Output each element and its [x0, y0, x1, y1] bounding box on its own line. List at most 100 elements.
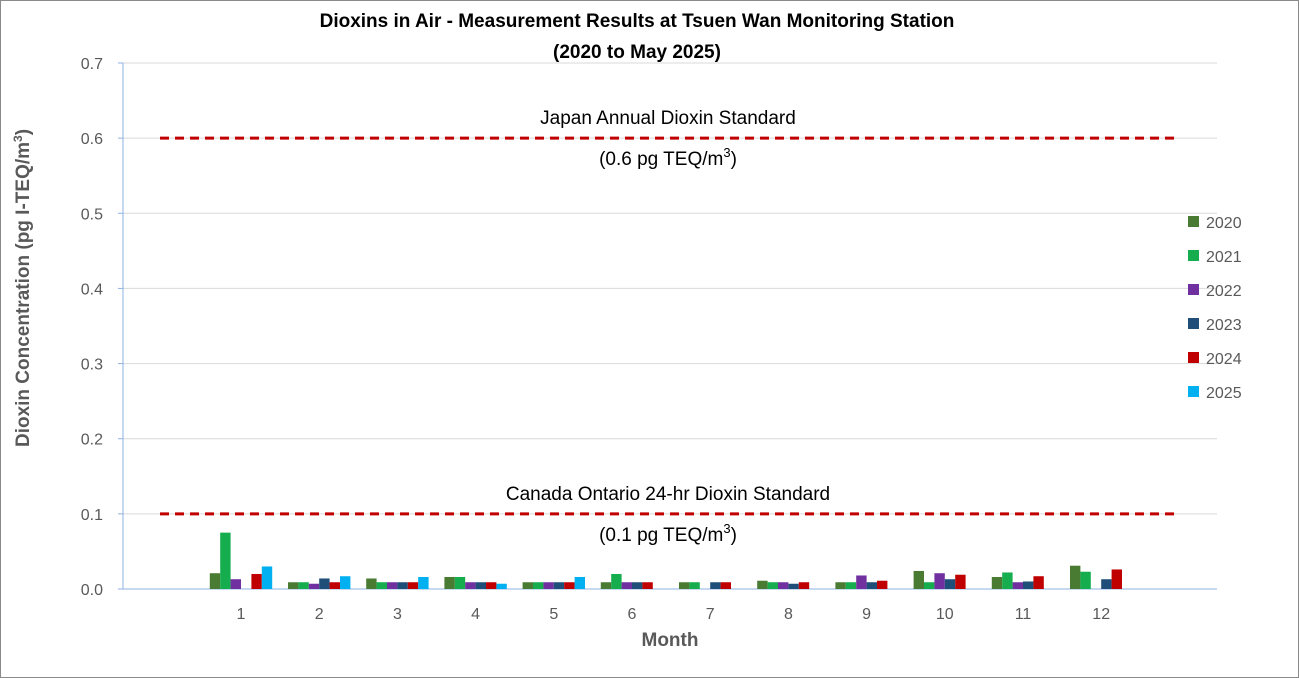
reference-label-1: Canada Ontario 24-hr Dioxin Standard: [506, 484, 830, 505]
bar-2020-month-1: [209, 573, 221, 589]
bar-2023-month-7: [710, 582, 721, 589]
bar-2022-month-2: [308, 583, 320, 589]
chart-title-line1: Dioxins in Air - Measurement Results at …: [320, 11, 955, 32]
bar-2025-month-1: [261, 566, 273, 589]
y-axis-title-end: ): [13, 129, 34, 135]
bar-2022-month-8: [778, 582, 789, 589]
bar-2022-month-3: [387, 582, 398, 589]
bar-2021-month-9: [845, 582, 857, 589]
bar-2023-month-6: [632, 582, 643, 589]
bar-2022-month-1: [230, 579, 241, 589]
x-tick-label: 11: [1015, 606, 1032, 623]
bar-2024-month-8: [798, 582, 810, 589]
bar-2021-month-5: [533, 582, 544, 589]
bar-2024-month-6: [642, 582, 653, 589]
legend-swatch-2025: [1188, 386, 1199, 397]
y-tick-label: 0.7: [81, 56, 103, 73]
bar-2021-month-7: [689, 582, 700, 589]
legend-swatch-2022: [1188, 284, 1199, 295]
bar-2020-month-11: [991, 576, 1003, 589]
bar-2020-month-12: [1070, 565, 1081, 589]
reference-lines: Japan Annual Dioxin Standard (0.6 pg TEQ/…: [160, 108, 1180, 546]
y-tick-label: 0.1: [81, 507, 103, 524]
x-tick-label: 6: [628, 606, 637, 623]
bar-2024-month-3: [407, 582, 419, 589]
legend-label-2021: 2021: [1206, 249, 1242, 266]
chart-title-line2: (2020 to May 2025): [553, 42, 721, 63]
bar-2022-month-6: [621, 582, 632, 589]
y-tick-label: 0.5: [81, 206, 103, 223]
bar-2024-month-9: [877, 580, 888, 589]
reference-label-0: Japan Annual Dioxin Standard: [540, 108, 796, 129]
legend-label-2023: 2023: [1206, 317, 1242, 334]
bar-2023-month-3: [397, 582, 408, 589]
bar-2025-month-2: [340, 576, 351, 589]
bar-2021-month-8: [767, 582, 778, 589]
bar-2024-month-7: [720, 582, 731, 589]
bar-2023-month-10: [944, 579, 956, 589]
bar-2021-month-3: [376, 582, 387, 589]
bar-2021-month-6: [611, 573, 622, 589]
bar-2021-month-2: [298, 582, 309, 589]
bar-2020-month-6: [600, 582, 612, 589]
bar-2020-month-8: [757, 580, 768, 589]
x-tick-label: 1: [237, 606, 246, 623]
bar-2020-month-10: [913, 570, 924, 589]
y-axis-title: Dioxin Concentration (pg I-TEQ/m3): [11, 129, 34, 447]
reference-sublabel-main: (0.1 pg TEQ/m: [599, 525, 723, 546]
bars: [209, 532, 1122, 589]
y-tick-label: 0.2: [81, 432, 103, 449]
bar-2023-month-4: [475, 582, 486, 589]
bar-2021-month-4: [454, 576, 466, 589]
reference-sublabel-end: ): [731, 149, 737, 170]
x-tick-label: 4: [471, 606, 480, 623]
bar-2022-month-11: [1012, 582, 1023, 589]
bar-2023-month-9: [866, 582, 877, 589]
legend-label-2025: 2025: [1206, 385, 1242, 402]
legend: 2020 2021 2022 2023 2024 2025: [1188, 215, 1242, 402]
x-tick-label: 2: [315, 606, 324, 623]
bar-2023-month-12: [1101, 579, 1112, 589]
x-tick-label: 12: [1092, 606, 1110, 623]
bar-2022-month-4: [465, 582, 476, 589]
bar-2024-month-10: [955, 574, 966, 589]
bar-2021-month-11: [1002, 572, 1013, 589]
legend-swatch-2020: [1188, 216, 1199, 227]
y-axis-title-sup: 3: [11, 135, 25, 142]
axes: [118, 62, 1217, 590]
bar-2020-month-3: [366, 578, 377, 589]
bar-2022-month-10: [934, 573, 945, 589]
x-tick-label: 9: [862, 606, 871, 623]
bar-2024-month-1: [251, 573, 262, 589]
x-tick-label: 3: [393, 606, 402, 623]
x-tick-label: 10: [936, 606, 954, 623]
legend-swatch-2021: [1188, 250, 1199, 261]
x-tick-label: 8: [784, 606, 793, 623]
bar-2020-month-7: [679, 582, 690, 589]
reference-sublabel-1: (0.1 pg TEQ/m3): [599, 521, 737, 546]
legend-label-2020: 2020: [1206, 215, 1242, 232]
reference-sublabel-sup: 3: [723, 145, 730, 160]
bar-2024-month-11: [1033, 576, 1044, 589]
bar-2020-month-4: [444, 576, 455, 589]
x-tick-label: 5: [549, 606, 558, 623]
bar-2023-month-5: [553, 582, 565, 589]
bar-2024-month-5: [564, 582, 575, 589]
x-tick-labels: 1 2 3 4 5 6 7 8 9 10 11 12: [237, 606, 1111, 623]
reference-sublabel-main: (0.6 pg TEQ/m: [599, 149, 723, 170]
bar-2021-month-1: [220, 532, 231, 589]
reference-sublabel-0: (0.6 pg TEQ/m3): [599, 145, 737, 170]
bar-2025-month-4: [496, 583, 507, 589]
y-axis-title-main: Dioxin Concentration (pg I-TEQ/m: [13, 142, 34, 447]
bar-2023-month-2: [319, 578, 330, 589]
legend-label-2024: 2024: [1206, 351, 1242, 368]
bar-2025-month-5: [574, 576, 585, 589]
bar-2024-month-12: [1111, 569, 1122, 589]
x-tick-label: 7: [706, 606, 715, 623]
y-tick-label: 0.4: [81, 281, 103, 298]
y-tick-label: 0.3: [81, 357, 103, 374]
legend-label-2022: 2022: [1206, 283, 1242, 300]
bar-2023-month-11: [1023, 581, 1034, 589]
